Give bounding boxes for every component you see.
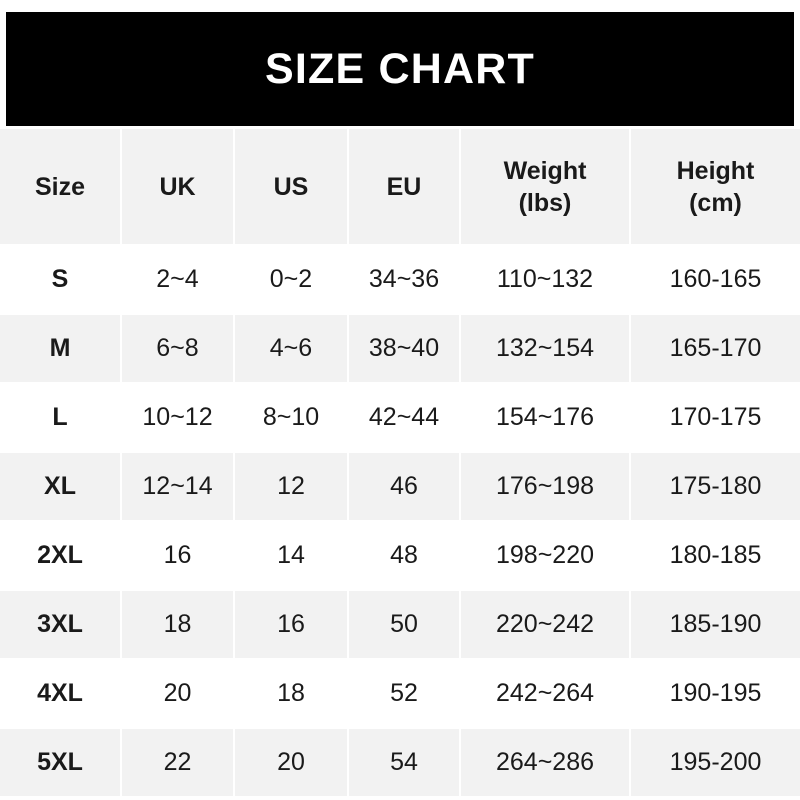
column-header-weight: Weight (lbs) [460,129,631,246]
table-row: XL 12~14 12 46 176~198 175-180 [0,452,800,522]
cell-us: 12 [234,452,349,522]
cell-eu: 46 [348,452,461,522]
cell-size: XL [0,452,122,522]
cell-us: 8~10 [234,383,349,453]
cell-weight: 198~220 [460,521,631,591]
cell-uk: 18 [121,590,235,660]
cell-eu: 38~40 [348,314,461,384]
cell-size: 3XL [0,590,122,660]
cell-height: 175-180 [630,452,800,522]
cell-uk: 6~8 [121,314,235,384]
cell-us: 18 [234,659,349,729]
size-chart-table: Size UK US EU Weight (lbs) Height (cm) [0,129,800,796]
cell-weight: 264~286 [460,728,631,796]
table-row: M 6~8 4~6 38~40 132~154 165-170 [0,314,800,384]
column-header-weight-label: Weight [503,156,587,185]
column-header-weight-unit: (lbs) [518,188,572,217]
cell-uk: 22 [121,728,235,796]
cell-us: 16 [234,590,349,660]
cell-eu: 52 [348,659,461,729]
cell-weight: 154~176 [460,383,631,453]
table-row: S 2~4 0~2 34~36 110~132 160-165 [0,245,800,315]
cell-uk: 16 [121,521,235,591]
cell-height: 180-185 [630,521,800,591]
cell-height: 185-190 [630,590,800,660]
table-row: 2XL 16 14 48 198~220 180-185 [0,521,800,591]
table-row: 4XL 20 18 52 242~264 190-195 [0,659,800,729]
cell-size: 4XL [0,659,122,729]
title-banner: SIZE CHART [6,12,794,126]
cell-us: 0~2 [234,245,349,315]
cell-weight: 110~132 [460,245,631,315]
cell-size: M [0,314,122,384]
cell-height: 170-175 [630,383,800,453]
cell-uk: 12~14 [121,452,235,522]
table-row: 3XL 18 16 50 220~242 185-190 [0,590,800,660]
cell-us: 20 [234,728,349,796]
page-title: SIZE CHART [265,44,535,93]
column-header-size: Size [0,129,122,246]
column-header-size-label: Size [34,172,86,201]
cell-size: 5XL [0,728,122,796]
table-header: Size UK US EU Weight (lbs) Height (cm) [0,129,800,246]
cell-height: 160-165 [630,245,800,315]
cell-uk: 20 [121,659,235,729]
column-header-height-label: Height [676,156,755,185]
cell-height: 195-200 [630,728,800,796]
table-header-row: Size UK US EU Weight (lbs) Height (cm) [0,129,800,246]
cell-uk: 2~4 [121,245,235,315]
cell-size: L [0,383,122,453]
cell-eu: 48 [348,521,461,591]
cell-size: S [0,245,122,315]
column-header-us-label: US [273,172,309,201]
table-row: L 10~12 8~10 42~44 154~176 170-175 [0,383,800,453]
column-header-uk-label: UK [159,172,196,201]
column-header-eu-label: EU [386,172,422,201]
column-header-uk: UK [121,129,235,246]
table-row: 5XL 22 20 54 264~286 195-200 [0,728,800,796]
column-header-height-unit: (cm) [689,188,742,217]
cell-weight: 132~154 [460,314,631,384]
column-header-us: US [234,129,349,246]
cell-weight: 220~242 [460,590,631,660]
cell-size: 2XL [0,521,122,591]
cell-uk: 10~12 [121,383,235,453]
table-body: S 2~4 0~2 34~36 110~132 160-165 M 6~8 4~… [0,245,800,796]
cell-height: 190-195 [630,659,800,729]
cell-eu: 50 [348,590,461,660]
cell-us: 14 [234,521,349,591]
cell-eu: 34~36 [348,245,461,315]
column-header-height: Height (cm) [630,129,800,246]
cell-eu: 42~44 [348,383,461,453]
cell-eu: 54 [348,728,461,796]
cell-weight: 242~264 [460,659,631,729]
cell-weight: 176~198 [460,452,631,522]
cell-height: 165-170 [630,314,800,384]
column-header-eu: EU [348,129,461,246]
cell-us: 4~6 [234,314,349,384]
